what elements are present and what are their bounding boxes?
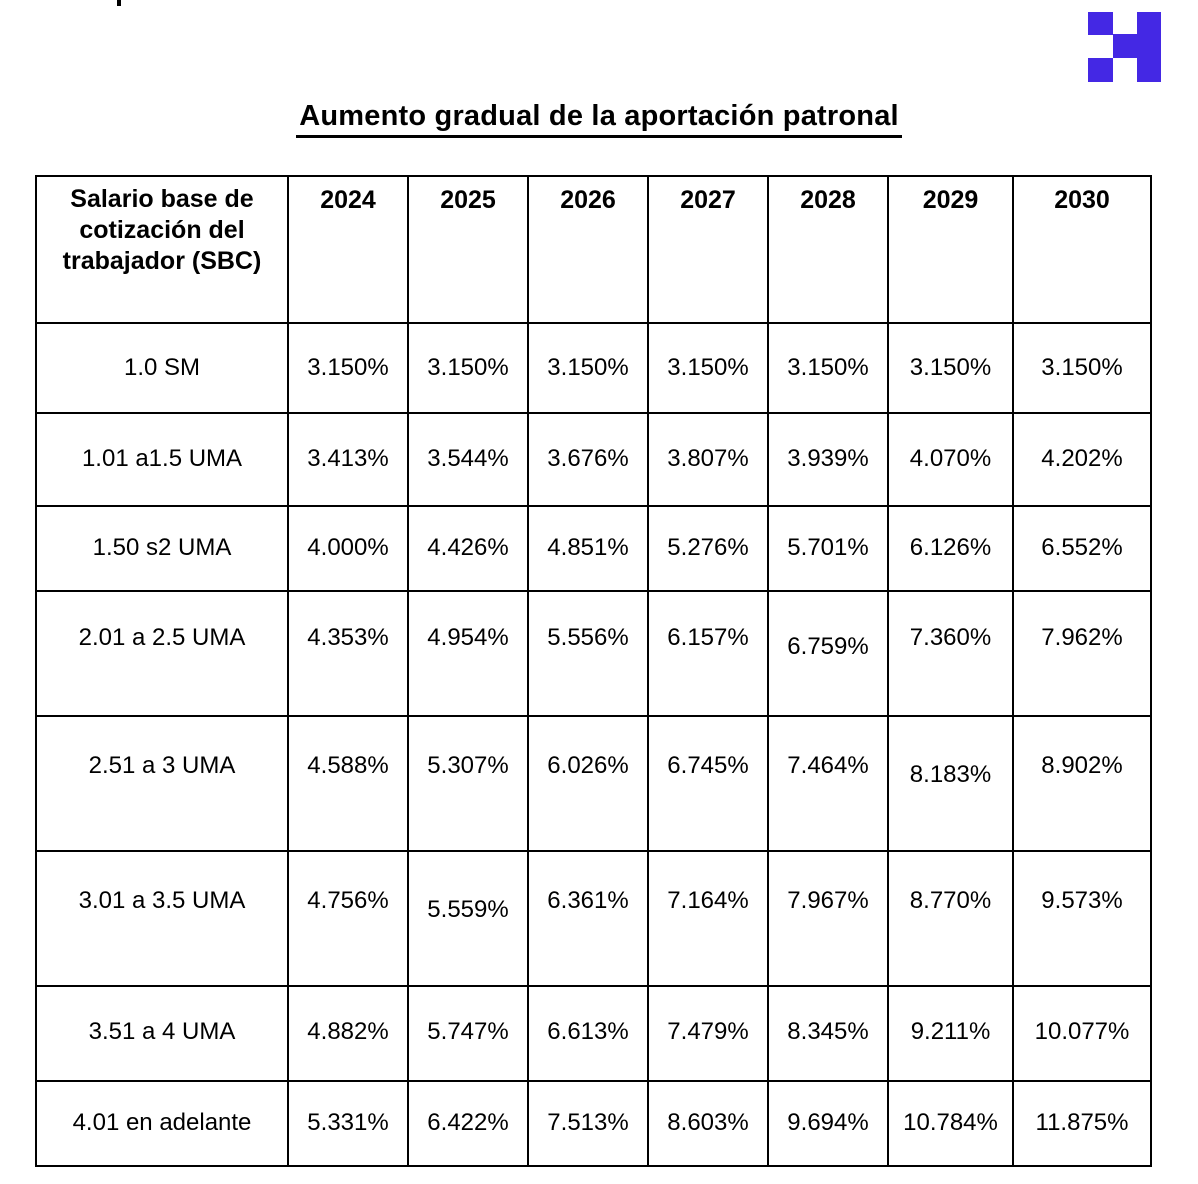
row-label: 3.51 a 4 UMA: [35, 985, 289, 1082]
cell-value: 7.479%: [647, 985, 769, 1082]
header-year-2026: 2026: [527, 175, 649, 324]
cell-value: 5.701%: [767, 505, 889, 592]
cell-value-offset: 5.559%: [427, 896, 509, 923]
cell-value: 4.588%: [287, 715, 409, 852]
cell-value: 3.150%: [647, 322, 769, 414]
header-year-2027: 2027: [647, 175, 769, 324]
table-row: 2.01 a 2.5 UMA 4.353% 4.954% 5.556% 6.15…: [35, 590, 1152, 717]
logo-block-top-left: [1088, 12, 1113, 35]
page-title: Aumento gradual de la aportación patrona…: [296, 100, 902, 138]
cell-value: 5.276%: [647, 505, 769, 592]
table-row: 4.01 en adelante 5.331% 6.422% 7.513% 8.…: [35, 1080, 1152, 1167]
cell-value: 7.464%: [767, 715, 889, 852]
cell-value: 9.694%: [767, 1080, 889, 1167]
cell-value: 6.552%: [1012, 505, 1152, 592]
cell-value: 3.939%: [767, 412, 889, 507]
header-year-2030: 2030: [1012, 175, 1152, 324]
cell-value: 7.967%: [767, 850, 889, 987]
cell-value: 9.211%: [887, 985, 1014, 1082]
cell-value: 6.745%: [647, 715, 769, 852]
cell-value: 4.353%: [287, 590, 409, 717]
cell-value: 3.150%: [407, 322, 529, 414]
header-year-2028: 2028: [767, 175, 889, 324]
row-label: 4.01 en adelante: [35, 1080, 289, 1167]
cell-value: 6.422%: [407, 1080, 529, 1167]
row-label: 1.50 s2 UMA: [35, 505, 289, 592]
header-year-2029: 2029: [887, 175, 1014, 324]
cell-value: 8.603%: [647, 1080, 769, 1167]
table-header-row: Salario base de cotización del trabajado…: [35, 175, 1152, 324]
cell-value: 11.875%: [1012, 1080, 1152, 1167]
header-sbc: Salario base de cotización del trabajado…: [35, 175, 289, 324]
cell-value: 4.882%: [287, 985, 409, 1082]
cell-value: 3.150%: [287, 322, 409, 414]
table-row: 1.50 s2 UMA 4.000% 4.426% 4.851% 5.276% …: [35, 505, 1152, 592]
table-row: 2.51 a 3 UMA 4.588% 5.307% 6.026% 6.745%…: [35, 715, 1152, 852]
pixel-h-logo: [1088, 12, 1161, 82]
table-row: 3.51 a 4 UMA 4.882% 5.747% 6.613% 7.479%…: [35, 985, 1152, 1082]
cell-value: 5.747%: [407, 985, 529, 1082]
logo-block-bottom-left: [1088, 58, 1113, 82]
cell-value-offset: 8.183%: [909, 761, 992, 788]
table-row: 3.01 a 3.5 UMA 4.756% 5.559% 6.361% 7.16…: [35, 850, 1152, 987]
cell-value: 9.573%: [1012, 850, 1152, 987]
cell-value: 8.345%: [767, 985, 889, 1082]
cell-value: 8.770%: [887, 850, 1014, 987]
cell-value: 7.513%: [527, 1080, 649, 1167]
cell-value: 3.676%: [527, 412, 649, 507]
cell-value: 7.360%: [887, 590, 1014, 717]
cell-value: 6.026%: [527, 715, 649, 852]
cell-value: 6.126%: [887, 505, 1014, 592]
cell-value: 4.426%: [407, 505, 529, 592]
cell-value: 6.759%: [767, 590, 889, 717]
row-label: 2.51 a 3 UMA: [35, 715, 289, 852]
cell-value: 5.556%: [527, 590, 649, 717]
cell-value: 4.202%: [1012, 412, 1152, 507]
cell-value: 6.157%: [647, 590, 769, 717]
cell-value: 6.361%: [527, 850, 649, 987]
table-row: 1.0 SM 3.150% 3.150% 3.150% 3.150% 3.150…: [35, 322, 1152, 414]
cell-value: 4.851%: [527, 505, 649, 592]
cell-value: 6.613%: [527, 985, 649, 1082]
title-row: Aumento gradual de la aportación patrona…: [0, 100, 1198, 138]
cell-value: 8.902%: [1012, 715, 1152, 852]
table-row: 1.01 a1.5 UMA 3.413% 3.544% 3.676% 3.807…: [35, 412, 1152, 507]
row-label: 1.0 SM: [35, 322, 289, 414]
cell-value: 7.164%: [647, 850, 769, 987]
cell-value: 4.000%: [287, 505, 409, 592]
cell-value: 5.559%: [407, 850, 529, 987]
cell-value: 3.150%: [1012, 322, 1152, 414]
row-label: 2.01 a 2.5 UMA: [35, 590, 289, 717]
cell-value: 7.962%: [1012, 590, 1152, 717]
cell-value: 4.954%: [407, 590, 529, 717]
logo-block-right-bar: [1137, 12, 1161, 82]
cell-value: 10.784%: [887, 1080, 1014, 1167]
header-year-2024: 2024: [287, 175, 409, 324]
contribution-table: Salario base de cotización del trabajado…: [35, 175, 1152, 1167]
cell-value: 3.413%: [287, 412, 409, 507]
cell-value: 3.150%: [887, 322, 1014, 414]
row-label: 3.01 a 3.5 UMA: [35, 850, 289, 987]
cell-value: 5.307%: [407, 715, 529, 852]
cell-value: 8.183%: [887, 715, 1014, 852]
cell-value: 3.150%: [767, 322, 889, 414]
cell-value: 4.756%: [287, 850, 409, 987]
cell-value: 10.077%: [1012, 985, 1152, 1082]
cell-value: 5.331%: [287, 1080, 409, 1167]
header-year-2025: 2025: [407, 175, 529, 324]
cell-value: 3.150%: [527, 322, 649, 414]
row-label: 1.01 a1.5 UMA: [35, 412, 289, 507]
cell-value: 3.807%: [647, 412, 769, 507]
cell-value-offset: 6.759%: [787, 633, 869, 660]
cell-value: 4.070%: [887, 412, 1014, 507]
stray-glyph-fragment: [117, 0, 121, 6]
cell-value: 3.544%: [407, 412, 529, 507]
logo-block-middle: [1113, 34, 1137, 58]
